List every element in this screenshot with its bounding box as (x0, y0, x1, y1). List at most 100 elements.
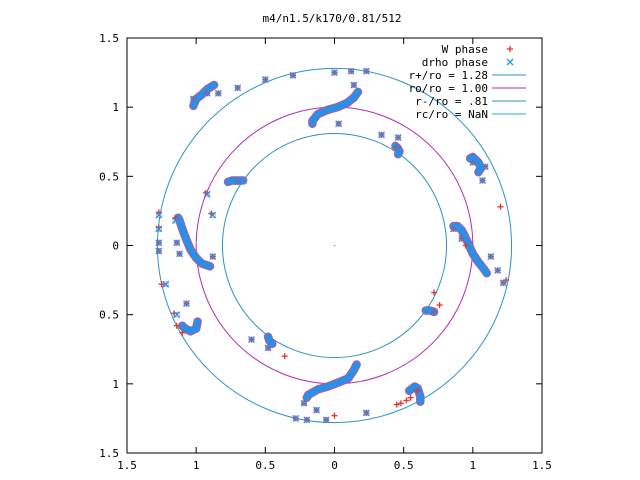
cross-marker-box (313, 407, 320, 413)
cross-marker-b (155, 247, 163, 255)
y-tick-label: 0.5 (99, 309, 119, 322)
curl-top (308, 88, 362, 128)
drho-phase-point (322, 416, 330, 424)
y-tick-label: 1.5 (99, 447, 119, 460)
legend-label: W phase (442, 43, 488, 56)
drho-phase-point (189, 95, 197, 103)
drho-phase-point (450, 225, 457, 233)
legend-entry: W phase (442, 43, 513, 56)
chart-title: m4/n1.5/k170/0.81/512 (262, 12, 401, 25)
cross-marker-b (203, 89, 211, 97)
cross-marker-b (155, 239, 163, 247)
cross-marker-box (210, 253, 216, 260)
cross-marker-box (174, 239, 180, 246)
cross-marker-box (156, 212, 162, 218)
drho-phase-point (214, 89, 222, 97)
cross-marker-b (430, 308, 438, 316)
cross-marker-b (378, 131, 385, 139)
cross-marker-b (209, 253, 217, 261)
cross-marker-b (300, 399, 308, 407)
cross-marker-b (173, 311, 181, 319)
drho-phase-point (248, 336, 255, 344)
cross-marker-box (190, 96, 197, 102)
drho-phase-point (499, 279, 507, 287)
legend-label: ro/ro = 1.00 (409, 82, 488, 95)
w-phase-point (431, 289, 438, 296)
legend-cross-icon-b (506, 58, 514, 66)
cross-marker-b (292, 414, 300, 422)
cross-marker-box (265, 345, 271, 351)
dense-curves (173, 80, 491, 407)
cross-marker-b (347, 67, 355, 75)
rc-center-point (333, 244, 336, 247)
x-tick-label: 1.5 (117, 459, 137, 472)
drho-phase-point (171, 217, 179, 225)
drho-phase-point (394, 134, 402, 142)
cross-marker-box (262, 76, 269, 83)
w-phase-point (414, 387, 421, 394)
w-phase-point (179, 329, 186, 336)
w-phase-point (497, 203, 504, 210)
y-tick-label: 1 (112, 101, 119, 114)
cross-marker-b (450, 225, 457, 233)
cross-marker-box (450, 226, 457, 232)
cross-marker-b (313, 406, 320, 414)
cross-marker-b (214, 89, 222, 97)
drho-phase-point (335, 120, 343, 128)
legend-label: r+/ro = 1.28 (409, 69, 488, 82)
cross-marker-b (458, 235, 466, 243)
cross-marker-box (363, 68, 370, 74)
drho-phase-point (209, 253, 217, 261)
cross-marker-b (264, 344, 272, 352)
w-phase-point (397, 400, 404, 407)
y-tick-label: 0 (112, 240, 119, 253)
w-phase-point (462, 242, 469, 249)
cross-marker-box (204, 90, 210, 97)
x-tick-label: 1.5 (532, 459, 552, 472)
cross-marker-box (351, 82, 357, 88)
y-tick-label: 1 (112, 378, 119, 391)
cross-marker-box (431, 309, 437, 315)
cross-marker-box (215, 90, 222, 97)
curl-bottom (303, 361, 361, 402)
drho-phase-point (289, 71, 297, 79)
cross-marker-box (248, 336, 255, 343)
drho-phase-point (393, 143, 401, 151)
w-phase-point (331, 412, 338, 419)
curl-upper-right (466, 153, 485, 176)
cross-marker-box (234, 179, 241, 185)
cross-marker-b (261, 76, 269, 83)
cross-marker-box (331, 69, 338, 76)
drho-phase-point (313, 406, 320, 414)
drho-phase-point (209, 211, 217, 219)
drho-phase-point (264, 344, 272, 352)
cross-marker-b (155, 225, 163, 233)
cross-marker-box (335, 121, 342, 127)
drho-phase-point (479, 177, 486, 184)
drho-phase-point (350, 81, 358, 89)
drho-phase-point (203, 190, 211, 198)
curl-mid-left (224, 177, 247, 186)
cross-marker-box (293, 415, 299, 422)
drho-phase-point (469, 159, 477, 166)
w-phase-point (403, 397, 410, 404)
x-tick-label: 0.5 (394, 459, 414, 472)
cross-marker-box (323, 417, 329, 423)
reference-circle-0 (156, 67, 513, 424)
cross-marker-box (301, 400, 307, 406)
legend-entry: r-/ro = .81 (415, 95, 526, 108)
drho-phase-point (155, 225, 163, 233)
cross-marker-box (234, 85, 241, 91)
cross-marker-box (156, 226, 162, 232)
w-phase-point (393, 401, 400, 408)
cross-marker-box (500, 280, 507, 286)
cross-marker-b (331, 69, 338, 77)
drho-phase-point (494, 266, 502, 274)
cross-marker-box (470, 159, 476, 166)
curl-right (450, 222, 491, 277)
curl-left (174, 214, 214, 270)
drho-phase-point (183, 300, 190, 308)
cross-marker-b (393, 143, 401, 151)
cross-marker-b (481, 163, 489, 171)
drho-phase-point (378, 131, 385, 139)
